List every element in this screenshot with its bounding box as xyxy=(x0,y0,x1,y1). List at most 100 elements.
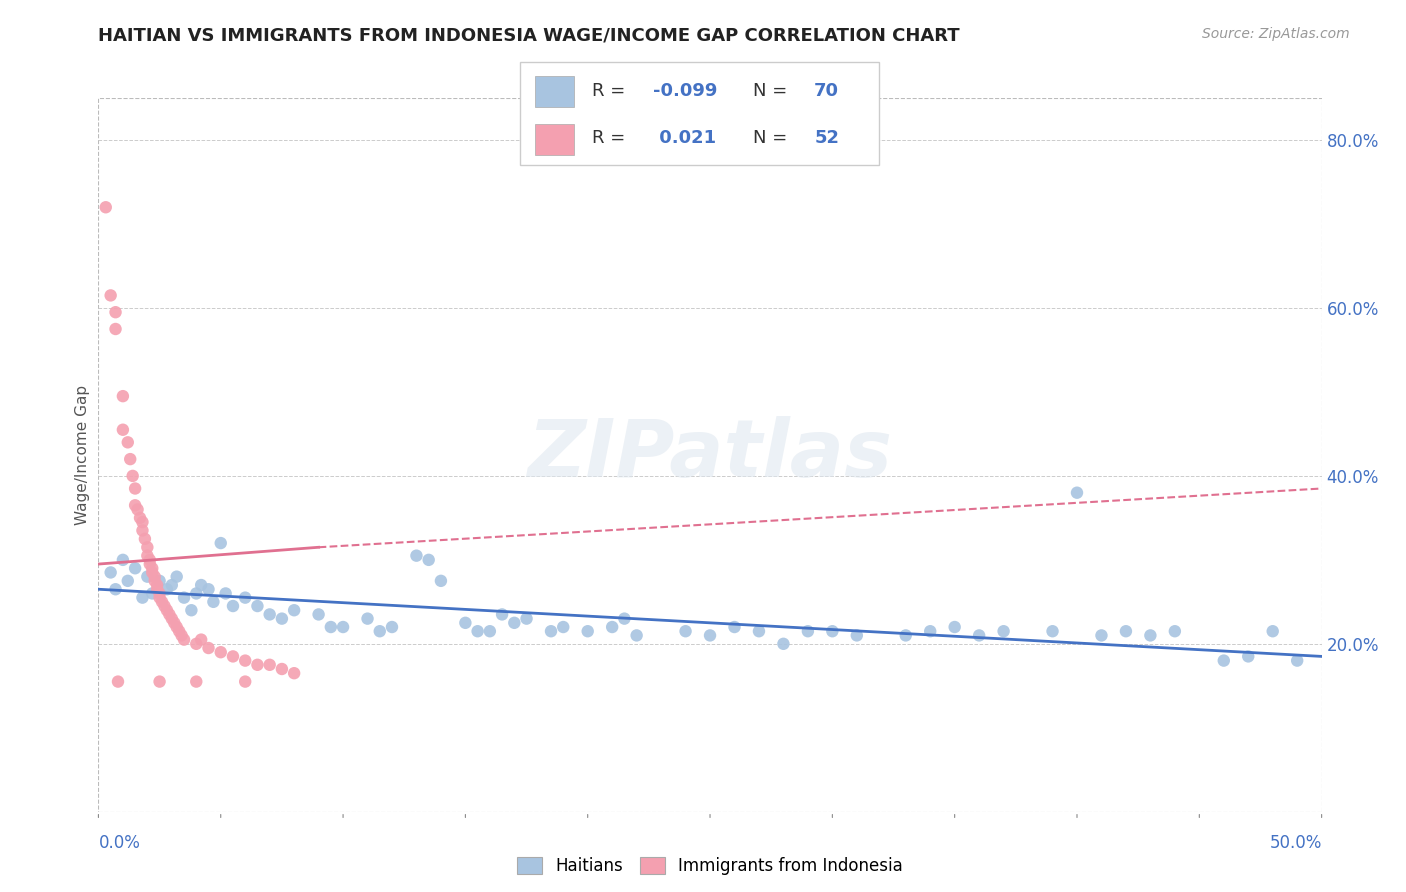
Y-axis label: Wage/Income Gap: Wage/Income Gap xyxy=(75,384,90,525)
Point xyxy=(166,569,188,583)
Point xyxy=(894,628,917,642)
Point xyxy=(222,649,245,664)
Point xyxy=(127,502,149,516)
Point xyxy=(117,574,139,588)
Point xyxy=(136,569,159,583)
Text: R =: R = xyxy=(592,82,631,100)
Point xyxy=(270,612,294,626)
Point xyxy=(139,557,162,571)
Point xyxy=(626,628,648,642)
Point xyxy=(418,553,440,567)
Point xyxy=(190,632,212,647)
Point xyxy=(143,574,166,588)
Point xyxy=(1286,654,1309,668)
Point xyxy=(491,607,513,622)
Text: 52: 52 xyxy=(814,128,839,147)
Point xyxy=(1261,624,1284,639)
Point xyxy=(136,541,159,555)
Text: R =: R = xyxy=(592,128,631,147)
Point xyxy=(1090,628,1112,642)
Point xyxy=(381,620,404,634)
Text: N =: N = xyxy=(754,128,793,147)
Point xyxy=(1066,485,1088,500)
Point xyxy=(100,566,122,580)
Point xyxy=(283,666,305,681)
Point xyxy=(134,532,156,546)
Point xyxy=(186,637,208,651)
Point xyxy=(111,423,134,437)
Point xyxy=(1042,624,1064,639)
Text: 50.0%: 50.0% xyxy=(1270,834,1322,852)
Point xyxy=(209,536,232,550)
Point xyxy=(149,586,172,600)
FancyBboxPatch shape xyxy=(534,124,574,155)
Point xyxy=(180,603,202,617)
Point xyxy=(246,657,269,672)
Point xyxy=(173,591,195,605)
Point xyxy=(163,615,186,630)
FancyBboxPatch shape xyxy=(520,62,879,165)
Point xyxy=(153,599,176,613)
Point xyxy=(503,615,526,630)
Point xyxy=(107,674,129,689)
Point xyxy=(553,620,575,634)
Point xyxy=(141,586,163,600)
FancyBboxPatch shape xyxy=(534,76,574,106)
Point xyxy=(104,305,127,319)
Point xyxy=(233,654,256,668)
Point xyxy=(283,603,305,617)
Point xyxy=(772,637,794,651)
Point xyxy=(1115,624,1137,639)
Point xyxy=(405,549,427,563)
Text: N =: N = xyxy=(754,82,793,100)
Point xyxy=(197,640,219,655)
Text: 70: 70 xyxy=(814,82,839,100)
Point xyxy=(259,657,281,672)
Point xyxy=(186,674,208,689)
Point xyxy=(141,566,163,580)
Point xyxy=(332,620,354,634)
Point xyxy=(797,624,820,639)
Point xyxy=(246,599,269,613)
Point xyxy=(576,624,599,639)
Point xyxy=(104,582,127,597)
Point xyxy=(131,591,153,605)
Point xyxy=(111,389,134,403)
Point xyxy=(233,674,256,689)
Point xyxy=(197,582,219,597)
Point xyxy=(94,200,117,214)
Point xyxy=(124,498,146,512)
Point xyxy=(146,582,169,597)
Point xyxy=(1237,649,1260,664)
Point xyxy=(186,586,208,600)
Point xyxy=(100,288,122,302)
Text: Source: ZipAtlas.com: Source: ZipAtlas.com xyxy=(1202,27,1350,41)
Point xyxy=(129,511,152,525)
Point xyxy=(845,628,868,642)
Point xyxy=(540,624,562,639)
Legend: Haitians, Immigrants from Indonesia: Haitians, Immigrants from Indonesia xyxy=(510,850,910,882)
Point xyxy=(124,561,146,575)
Point xyxy=(270,662,294,676)
Point xyxy=(111,553,134,567)
Point xyxy=(190,578,212,592)
Point xyxy=(821,624,844,639)
Point xyxy=(209,645,232,659)
Point xyxy=(117,435,139,450)
Point xyxy=(356,612,378,626)
Text: 0.021: 0.021 xyxy=(652,128,716,147)
Point xyxy=(723,620,745,634)
Point xyxy=(121,469,143,483)
Point xyxy=(454,615,477,630)
Point xyxy=(124,482,146,496)
Point xyxy=(993,624,1015,639)
Point xyxy=(146,578,169,592)
Point xyxy=(202,595,225,609)
Text: 0.0%: 0.0% xyxy=(98,834,141,852)
Point xyxy=(259,607,281,622)
Point xyxy=(308,607,330,622)
Point xyxy=(967,628,990,642)
Text: ZIPatlas: ZIPatlas xyxy=(527,416,893,494)
Point xyxy=(1139,628,1161,642)
Point xyxy=(166,620,188,634)
